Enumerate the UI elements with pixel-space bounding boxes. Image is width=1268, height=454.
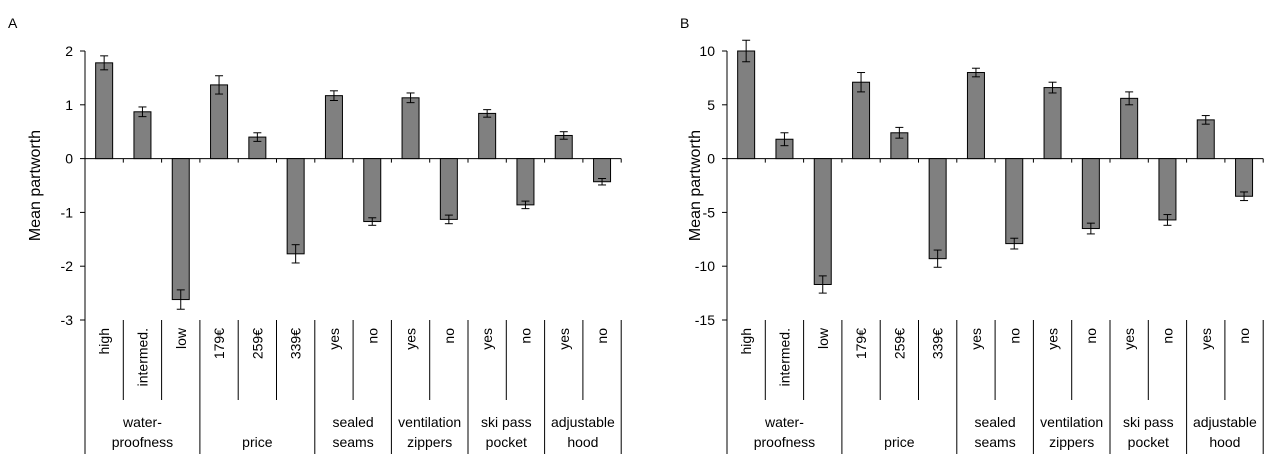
category-label: no xyxy=(364,328,380,344)
group-label-line2: hood xyxy=(567,434,598,450)
y-tick-label: -10 xyxy=(695,258,715,274)
category-label: no xyxy=(1159,328,1175,344)
category-label: no xyxy=(517,328,533,344)
category-label: no xyxy=(594,328,610,344)
category-label: no xyxy=(441,328,457,344)
y-tick-label: -5 xyxy=(703,204,716,220)
category-label: 179€ xyxy=(853,328,869,359)
bar xyxy=(363,158,382,223)
bar xyxy=(1081,158,1100,230)
panel-label: A xyxy=(8,15,18,31)
bar xyxy=(813,158,832,285)
group-label-line2: seams xyxy=(974,434,1015,450)
group-label-line2: price xyxy=(242,434,273,450)
chart-panel-b: B Mean partworth 10 5 0 -5 -10 -15 high intermed.… xyxy=(680,15,1264,454)
category-label: no xyxy=(1083,328,1099,344)
bar xyxy=(171,158,190,301)
y-tick-label: -15 xyxy=(695,312,715,328)
group-label-line2: price xyxy=(884,434,915,450)
y-tick-label: 1 xyxy=(65,97,73,113)
group-label-line1: ventilation xyxy=(398,414,461,430)
bar xyxy=(210,84,229,160)
bar xyxy=(133,111,152,160)
group-label-line2: seams xyxy=(332,434,373,450)
group-label-line1: water- xyxy=(764,414,804,430)
group-label-line2: zippers xyxy=(1049,434,1094,450)
group-label-line1: adjustable xyxy=(1193,414,1257,430)
group-label-line1: ventilation xyxy=(1040,414,1103,430)
category-label: intermed. xyxy=(776,328,792,386)
bar xyxy=(852,81,871,160)
y-tick-label: 0 xyxy=(707,151,715,167)
category-label: 259€ xyxy=(249,328,265,359)
y-tick-label: -1 xyxy=(61,204,74,220)
category-label: 339€ xyxy=(930,328,946,359)
group-label-line1: sealed xyxy=(332,414,373,430)
group-label-line2: proofness xyxy=(754,434,815,450)
bar xyxy=(516,158,535,206)
bar xyxy=(324,95,343,160)
bar xyxy=(439,158,458,220)
category-label: yes xyxy=(403,328,419,350)
category-label: high xyxy=(96,328,112,354)
category-label: 259€ xyxy=(891,328,907,359)
bar xyxy=(737,50,756,160)
y-axis-label: Mean partworth xyxy=(27,130,44,241)
category-label: yes xyxy=(556,328,572,350)
y-tick-label: -3 xyxy=(61,312,74,328)
bar xyxy=(1043,87,1062,160)
y-tick-label: 0 xyxy=(65,151,73,167)
group-label-line1: ski pass xyxy=(481,414,532,430)
group-label-line1: adjustable xyxy=(551,414,615,430)
bar xyxy=(95,62,114,160)
bar xyxy=(928,158,947,260)
category-label: yes xyxy=(1045,328,1061,350)
bar xyxy=(286,158,305,255)
group-label-line2: hood xyxy=(1209,434,1240,450)
y-tick-label: 5 xyxy=(707,97,715,113)
chart-panel-a: A Mean partworth 2 1 0 -1 -2 -3 high intermed. low… xyxy=(8,15,622,454)
category-label: low xyxy=(173,327,189,349)
group-label-line2: proofness xyxy=(112,434,173,450)
y-axis-label: Mean partworth xyxy=(687,130,704,241)
group-label-line1: water- xyxy=(122,414,162,430)
category-label: 179€ xyxy=(211,328,227,359)
group-label-line2: pocket xyxy=(1128,434,1169,450)
bar xyxy=(966,72,985,160)
category-label: yes xyxy=(326,328,342,350)
category-label: no xyxy=(1006,328,1022,344)
bar xyxy=(478,112,497,160)
category-label: yes xyxy=(968,328,984,350)
y-tick-label: 10 xyxy=(699,43,715,59)
y-tick-label: 2 xyxy=(65,43,73,59)
bar xyxy=(1158,158,1177,221)
group-label-line1: sealed xyxy=(974,414,1015,430)
bar xyxy=(1235,158,1254,197)
group-label-line2: zippers xyxy=(407,434,452,450)
bar xyxy=(1120,97,1139,160)
bar xyxy=(1005,158,1024,245)
category-label: high xyxy=(738,328,754,354)
group-label-line1: ski pass xyxy=(1123,414,1174,430)
category-label: no xyxy=(1236,328,1252,344)
category-label: yes xyxy=(1198,328,1214,350)
category-label: 339€ xyxy=(288,328,304,359)
panel-label: B xyxy=(680,15,689,31)
bar xyxy=(401,97,420,160)
category-label: low xyxy=(815,327,831,349)
group-label-line2: pocket xyxy=(486,434,527,450)
bar xyxy=(1196,119,1215,160)
category-label: intermed. xyxy=(134,328,150,386)
category-label: yes xyxy=(479,328,495,350)
y-tick-label: -2 xyxy=(61,258,74,274)
category-label: yes xyxy=(1121,328,1137,350)
